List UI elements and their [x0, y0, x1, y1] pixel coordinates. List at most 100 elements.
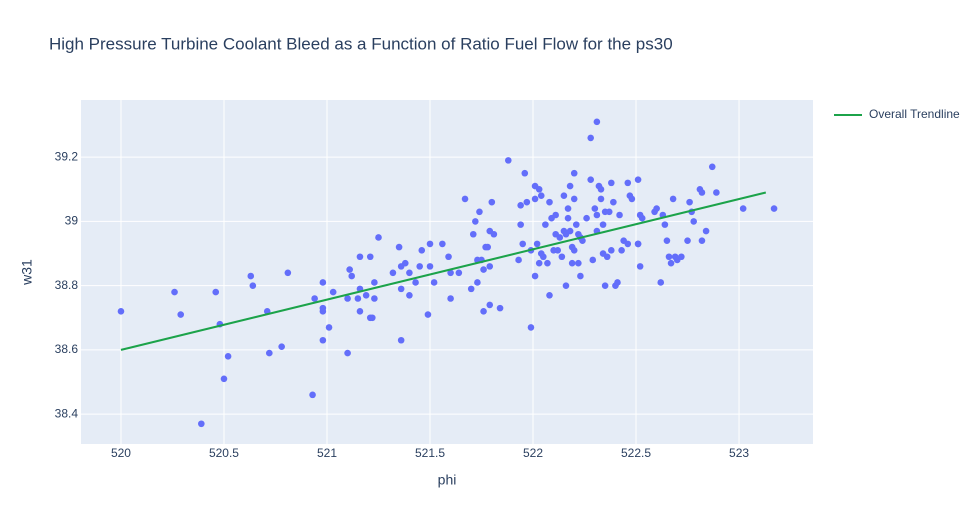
scatter-point	[566, 227, 574, 235]
scatter-point	[319, 279, 327, 286]
scatter-point	[356, 308, 364, 315]
scatter-point	[455, 269, 463, 277]
scatter-point	[496, 304, 504, 312]
scatter-point	[587, 134, 595, 142]
scatter-point	[558, 253, 566, 261]
scatter-point	[371, 279, 378, 286]
scatter-point	[552, 211, 559, 219]
scatter-point	[614, 279, 621, 286]
scatter-point	[329, 288, 337, 296]
scatter-point	[661, 221, 669, 228]
scatter-point	[601, 282, 609, 289]
scatter-point	[603, 253, 611, 261]
y-axis-title: w31	[19, 259, 35, 286]
scatter-point	[389, 269, 397, 277]
x-tick-label: 522.5	[621, 446, 651, 460]
scatter-point	[416, 263, 424, 270]
scatter-point	[546, 198, 553, 206]
scatter-point	[678, 253, 685, 261]
x-tick-label: 520.5	[209, 446, 239, 460]
scatter-point	[608, 179, 615, 187]
scatter-point	[418, 247, 426, 254]
scatter-point	[517, 202, 524, 209]
scatter-point	[531, 272, 539, 280]
scatter-point	[657, 279, 665, 286]
chart-title: High Pressure Turbine Coolant Bleed as a…	[49, 34, 673, 53]
scatter-point	[560, 192, 568, 200]
scatter-point	[177, 311, 185, 318]
scatter-point	[690, 218, 698, 225]
scatter-point	[369, 314, 376, 322]
scatter-point	[527, 324, 535, 331]
scatter-point	[406, 269, 413, 277]
scatter-point	[247, 272, 255, 280]
scatter-point	[344, 295, 351, 302]
scatter-point	[708, 163, 716, 171]
legend: Overall Trendline	[834, 107, 960, 121]
scatter-point	[395, 243, 403, 251]
scatter-point	[325, 324, 333, 331]
scatter-point	[515, 256, 522, 264]
scatter-point	[570, 195, 578, 203]
scatter-point	[424, 311, 432, 318]
scatter-point	[686, 198, 693, 206]
scatter-point	[599, 221, 607, 228]
scatter-point	[344, 349, 351, 357]
x-axis-title: phi	[438, 472, 457, 488]
scatter-point	[638, 214, 646, 222]
scatter-point	[540, 253, 547, 261]
x-tick-label: 521.5	[415, 446, 445, 460]
scatter-point	[220, 375, 228, 383]
scatter-point	[430, 279, 438, 286]
scatter-point	[713, 189, 720, 196]
scatter-point	[476, 208, 483, 216]
scatter-point	[406, 291, 413, 299]
scatter-point	[488, 198, 496, 206]
scatter-point	[634, 240, 642, 248]
scatter-point	[575, 259, 582, 267]
scatter-point	[249, 282, 257, 289]
scatter-point	[570, 247, 578, 254]
scatter-point	[665, 253, 673, 261]
scatter-point	[397, 285, 405, 293]
scatter-point	[624, 240, 632, 248]
scatter-point	[577, 272, 584, 280]
scatter-point	[570, 169, 578, 177]
scatter-point	[447, 295, 454, 302]
scatter-point	[564, 214, 572, 222]
scatter-point	[198, 420, 205, 428]
scatter-point	[469, 230, 477, 238]
scatter-point	[564, 205, 572, 212]
scatter-point	[533, 240, 541, 248]
scatter-point	[669, 195, 677, 203]
x-tick-label: 521	[317, 446, 337, 460]
scatter-point	[589, 256, 597, 264]
scatter-point	[531, 195, 539, 203]
scatter-point	[474, 279, 481, 286]
scatter-point	[309, 391, 316, 399]
scatter-point	[739, 205, 747, 212]
scatter-point	[412, 279, 419, 286]
scatter-point	[472, 218, 479, 225]
scatter-point	[535, 185, 543, 193]
y-tick-label: 38.4	[55, 406, 79, 420]
scatter-point	[544, 259, 551, 267]
scatter-point	[628, 195, 636, 203]
scatter-point	[568, 259, 576, 267]
scatter-point	[608, 247, 615, 254]
grid	[81, 100, 813, 444]
scatter-point	[212, 288, 220, 296]
scatter-point	[439, 240, 446, 248]
scatter-point	[702, 227, 710, 235]
scatter-point	[537, 192, 545, 200]
scatter-point	[562, 282, 570, 289]
legend-label: Overall Trendline	[869, 107, 960, 121]
scatter-point	[224, 353, 232, 360]
marks	[117, 118, 778, 428]
scatter-point	[366, 253, 374, 261]
plot-area	[81, 100, 813, 444]
scatter-point	[663, 237, 671, 244]
scatter-point	[266, 349, 273, 357]
scatter-point	[698, 189, 706, 196]
